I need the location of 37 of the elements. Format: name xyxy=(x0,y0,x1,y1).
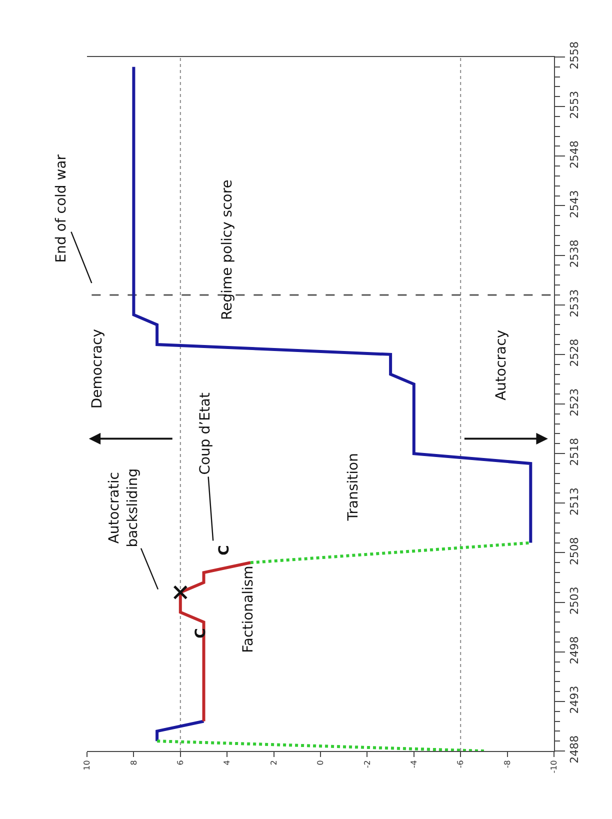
x-tick-label: -8 xyxy=(502,760,512,768)
y-tick-label: 2553 xyxy=(568,90,582,119)
y-tick-label: 2523 xyxy=(568,388,582,416)
y-tick-label: 2508 xyxy=(568,537,582,566)
y-tick-label: 2493 xyxy=(568,686,582,714)
y-tick-label: 2513 xyxy=(568,487,582,516)
x-tick-label: -2 xyxy=(362,760,372,768)
x-tick-label: 6 xyxy=(176,760,185,766)
x-tick-label: 8 xyxy=(129,760,138,766)
y-tick-label: 2538 xyxy=(568,240,582,268)
y-tick-label: 2533 xyxy=(568,289,582,318)
ref-line-label: End of cold war xyxy=(54,154,70,263)
x-tick-label: 4 xyxy=(222,760,232,766)
annotation: Factionalism xyxy=(240,566,256,653)
annotation: Transition xyxy=(346,453,362,522)
y-tick-label: 2518 xyxy=(568,438,582,466)
annotation: C xyxy=(216,545,233,556)
annotation: Regime policy score xyxy=(220,180,236,320)
x-tick-label: 2 xyxy=(269,760,278,766)
y-tick-label: 2543 xyxy=(568,190,582,218)
annotation: C xyxy=(193,628,210,638)
annotation: Autocracy xyxy=(494,330,510,400)
x-tick-label: -10 xyxy=(550,760,559,774)
annotation: Autocratic backsliding xyxy=(106,468,141,548)
x-tick-label: -4 xyxy=(410,760,418,768)
y-tick-label: 2503 xyxy=(568,586,582,615)
x-tick-label: 0 xyxy=(316,760,326,766)
y-tick-label: 2488 xyxy=(568,735,582,764)
y-tick-label: 2498 xyxy=(568,636,582,664)
x-tick-label: 10 xyxy=(82,760,92,770)
annotation: Coup d’Etat xyxy=(197,392,214,475)
y-tick-label: 2548 xyxy=(568,140,582,168)
y-tick-label: 2558 xyxy=(568,41,582,70)
line-series xyxy=(178,561,252,723)
x-tick-label: -6 xyxy=(456,760,466,768)
y-tick-label: 2528 xyxy=(568,338,582,367)
annotation: Democracy xyxy=(89,328,106,409)
